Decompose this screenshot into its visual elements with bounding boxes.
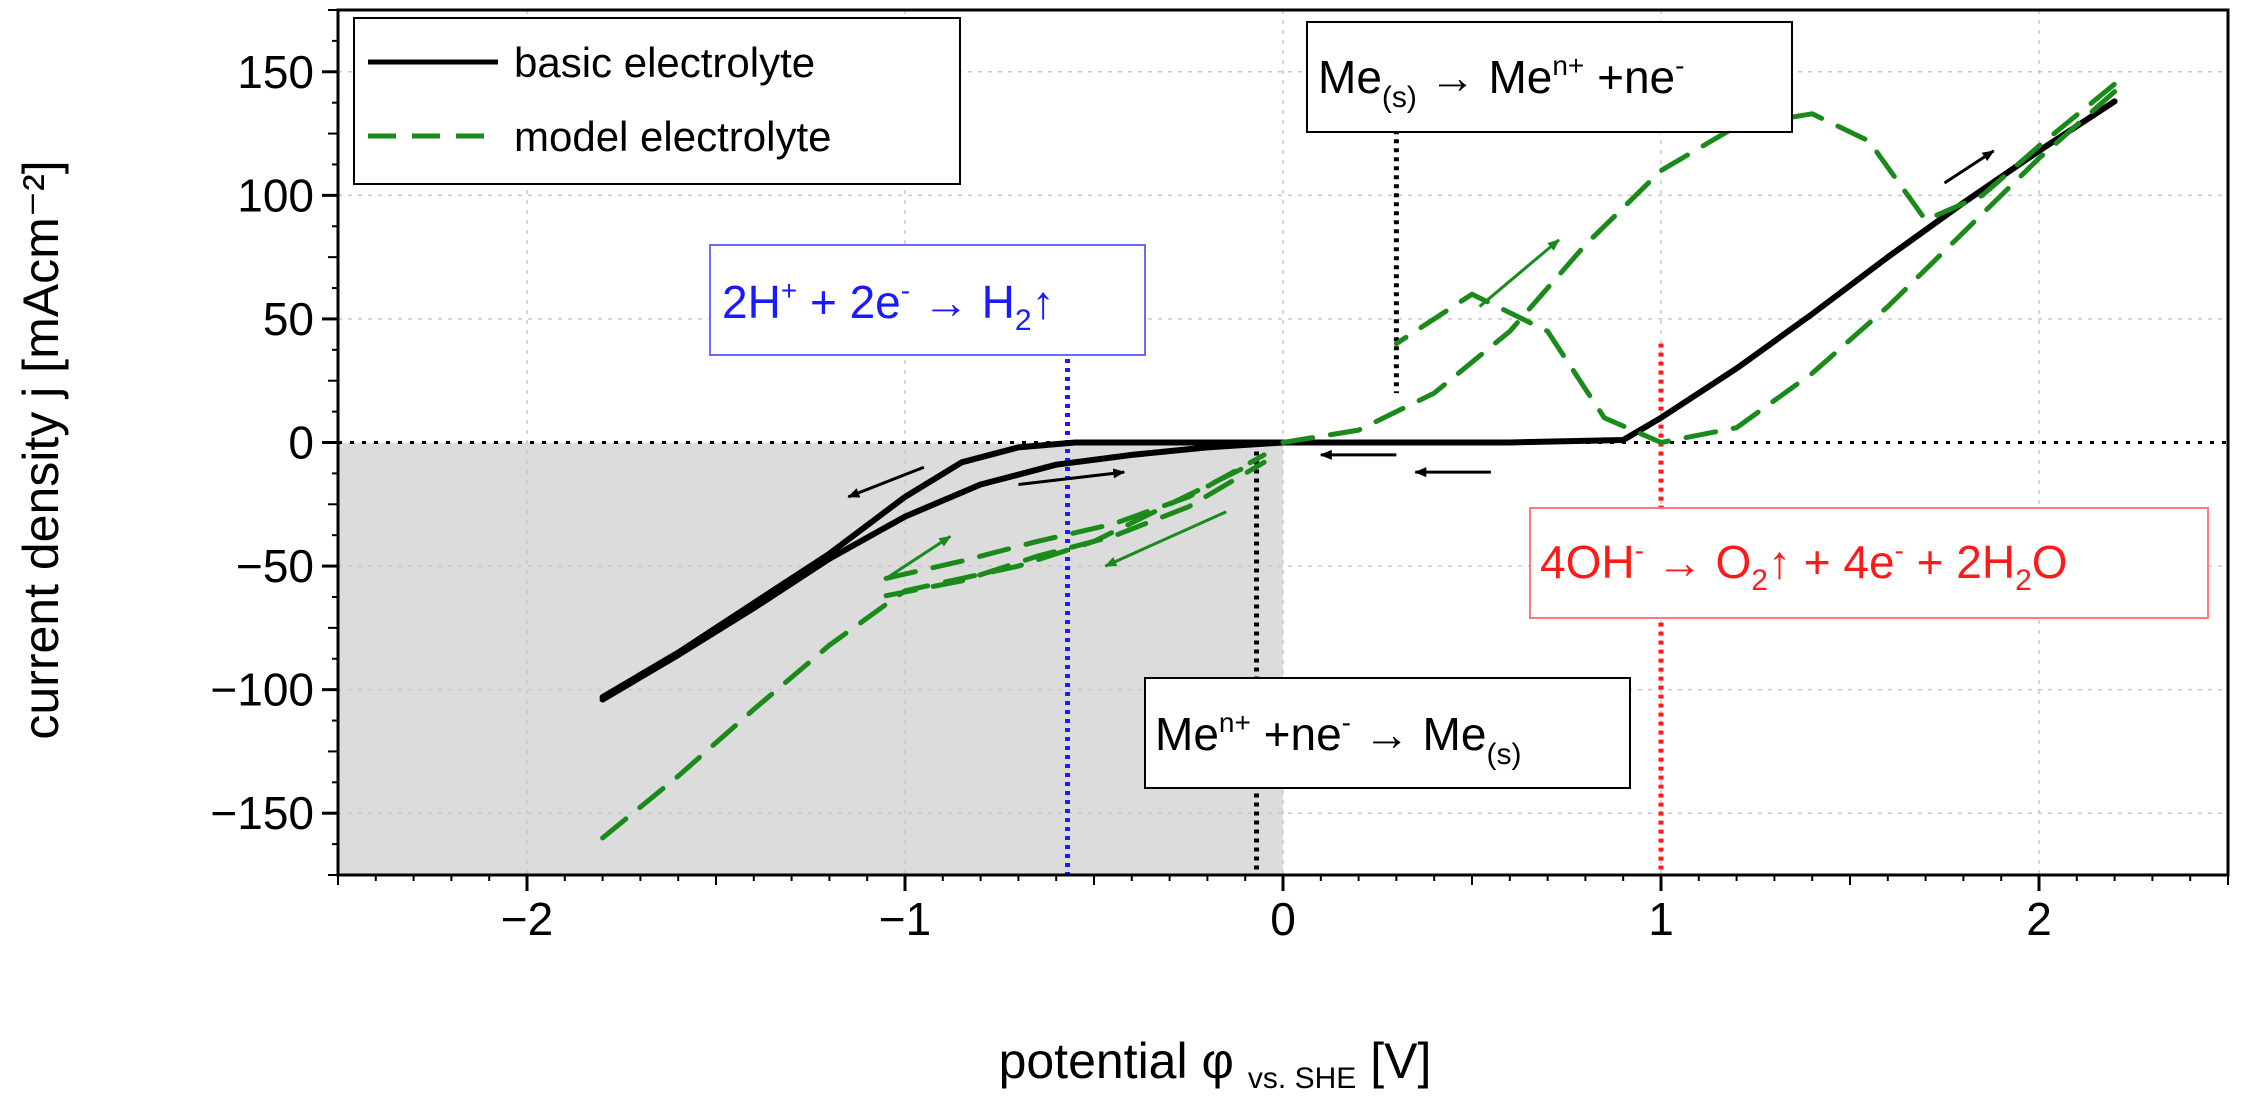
arrow-return-right [1018, 468, 1126, 487]
legend-box [353, 17, 961, 185]
legend-label-model: model electrolyte [514, 113, 831, 160]
x-tick-label: −1 [879, 893, 931, 945]
x-tick-label: 1 [1648, 893, 1674, 945]
y-tick-label: −150 [210, 787, 314, 839]
y-axis-ticks: −150 −100 −50 0 50 100 150 [210, 9, 338, 876]
y-axis-title: current density j [mAcm⁻²] [13, 160, 69, 739]
y-tick-label: 50 [263, 293, 314, 345]
x-tick-label: 2 [2026, 893, 2052, 945]
y-tick-label: −100 [210, 664, 314, 716]
x-tick-label: −2 [501, 893, 553, 945]
annotation-deposition-box [1144, 677, 1631, 789]
legend: basic electrolyte model electrolyte [353, 17, 961, 185]
annotation-deposition-text: Men+ +ne- → Me(s) [1155, 707, 1521, 771]
series-line-basic-electrolyte-return- [599, 439, 1286, 703]
series-line-model-electrolyte-cathodic-sweep- [1393, 89, 2118, 445]
annotation-hydrogen: 2H+ + 2e- → H2↑ [709, 244, 1146, 356]
y-tick-label: 150 [237, 46, 314, 98]
x-axis-title-sub: vs. SHE [1248, 1062, 1356, 1095]
annotation-dissolution-text: Me(s) → Men+ +ne- [1318, 50, 1684, 114]
y-tick-label: −50 [236, 540, 314, 592]
cathodic-shaded-region [338, 442, 1283, 875]
annotation-hydrogen-box [709, 244, 1146, 356]
arrow-green-up-2 [1478, 238, 1560, 308]
x-axis-title-unit: [V] [1370, 1033, 1431, 1089]
annotation-oxygen-text: 4OH- → O2↑ + 4e- + 2H2O [1540, 535, 2068, 597]
annotation-hydrogen-text: 2H+ + 2e- → H2↑ [722, 275, 1055, 337]
annotation-dissolution-box [1306, 21, 1793, 133]
arrow-cathodic-left [847, 465, 925, 499]
series-line-model-electrolyte-upper- [883, 452, 1267, 581]
arrow-green-down-1 [1104, 510, 1227, 568]
annotation-dissolution: Me(s) → Men+ +ne- [1306, 21, 1793, 133]
x-tick-label: 0 [1270, 893, 1296, 945]
y-tick-label: 100 [237, 169, 314, 221]
x-axis-ticks: −2 −1 0 1 2 [337, 875, 2229, 945]
series-line-model-electrolyte [600, 464, 1248, 841]
annotation-oxygen: 4OH- → O2↑ + 4e- + 2H2O [1529, 507, 2209, 619]
y-tick-label: 0 [288, 417, 314, 469]
arrow-anodic-up [1943, 149, 1995, 185]
reference-lines [338, 121, 2228, 875]
direction-arrows [847, 149, 1995, 580]
arrow-green-up-1 [885, 535, 952, 580]
series-lines [599, 81, 2118, 841]
annotation-deposition: Men+ +ne- → Me(s) [1144, 677, 1631, 789]
series-line-model-electrolyte-anodic-sweep- [1280, 81, 2118, 445]
x-axis-title-main: potential φ [999, 1033, 1234, 1089]
x-axis-title: potential φ vs. SHE [V] [999, 1033, 1432, 1095]
series-line-model-electrolyte-middle- [883, 459, 1267, 599]
annotation-oxygen-box [1529, 507, 2209, 619]
legend-label-basic: basic electrolyte [514, 39, 815, 86]
